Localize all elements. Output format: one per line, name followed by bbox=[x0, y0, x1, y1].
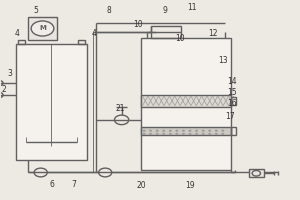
Text: 4: 4 bbox=[15, 29, 20, 38]
Circle shape bbox=[176, 130, 178, 131]
Text: 6: 6 bbox=[50, 180, 55, 189]
Text: 12: 12 bbox=[208, 29, 218, 38]
Text: 20: 20 bbox=[136, 181, 146, 190]
Circle shape bbox=[182, 130, 184, 131]
Bar bbox=[141, 95, 231, 107]
Circle shape bbox=[182, 133, 184, 135]
Circle shape bbox=[215, 130, 218, 131]
Bar bbox=[141, 127, 231, 135]
Text: 10: 10 bbox=[134, 20, 143, 29]
Circle shape bbox=[208, 130, 211, 131]
Circle shape bbox=[215, 133, 218, 135]
Text: 11: 11 bbox=[187, 3, 197, 12]
Text: 21: 21 bbox=[116, 104, 125, 113]
Circle shape bbox=[156, 130, 158, 131]
Text: 4: 4 bbox=[92, 29, 97, 38]
Circle shape bbox=[222, 130, 224, 131]
Bar bbox=[18, 40, 25, 44]
Text: M: M bbox=[39, 25, 46, 31]
Circle shape bbox=[143, 133, 145, 135]
Bar bbox=[231, 127, 236, 135]
Text: 16: 16 bbox=[228, 99, 237, 108]
Bar bbox=[78, 40, 85, 44]
Text: 9: 9 bbox=[163, 6, 168, 15]
Circle shape bbox=[176, 133, 178, 135]
Circle shape bbox=[189, 130, 191, 131]
Circle shape bbox=[163, 130, 165, 131]
Bar bbox=[141, 38, 231, 170]
Circle shape bbox=[208, 133, 211, 135]
Circle shape bbox=[169, 130, 172, 131]
Text: 15: 15 bbox=[228, 88, 237, 97]
Bar bbox=[248, 169, 264, 177]
Circle shape bbox=[143, 130, 145, 131]
Circle shape bbox=[156, 133, 158, 135]
Circle shape bbox=[195, 130, 198, 131]
Bar bbox=[231, 97, 236, 105]
Text: 10: 10 bbox=[176, 34, 185, 43]
Text: 14: 14 bbox=[228, 77, 237, 86]
Bar bbox=[152, 26, 182, 38]
Text: 7: 7 bbox=[71, 180, 76, 189]
Text: 2: 2 bbox=[2, 85, 6, 94]
Circle shape bbox=[149, 133, 152, 135]
Text: 17: 17 bbox=[225, 112, 235, 121]
Text: 19: 19 bbox=[185, 181, 195, 190]
Text: 13: 13 bbox=[219, 56, 228, 65]
Text: 8: 8 bbox=[107, 6, 112, 15]
Text: 3: 3 bbox=[7, 69, 12, 78]
Circle shape bbox=[202, 133, 204, 135]
Circle shape bbox=[222, 133, 224, 135]
Circle shape bbox=[149, 130, 152, 131]
Circle shape bbox=[195, 133, 198, 135]
Circle shape bbox=[169, 133, 172, 135]
Circle shape bbox=[31, 21, 54, 36]
Circle shape bbox=[189, 133, 191, 135]
Circle shape bbox=[163, 133, 165, 135]
Bar bbox=[16, 44, 87, 160]
Text: 5: 5 bbox=[33, 6, 38, 15]
Circle shape bbox=[202, 130, 204, 131]
Bar bbox=[28, 17, 57, 40]
